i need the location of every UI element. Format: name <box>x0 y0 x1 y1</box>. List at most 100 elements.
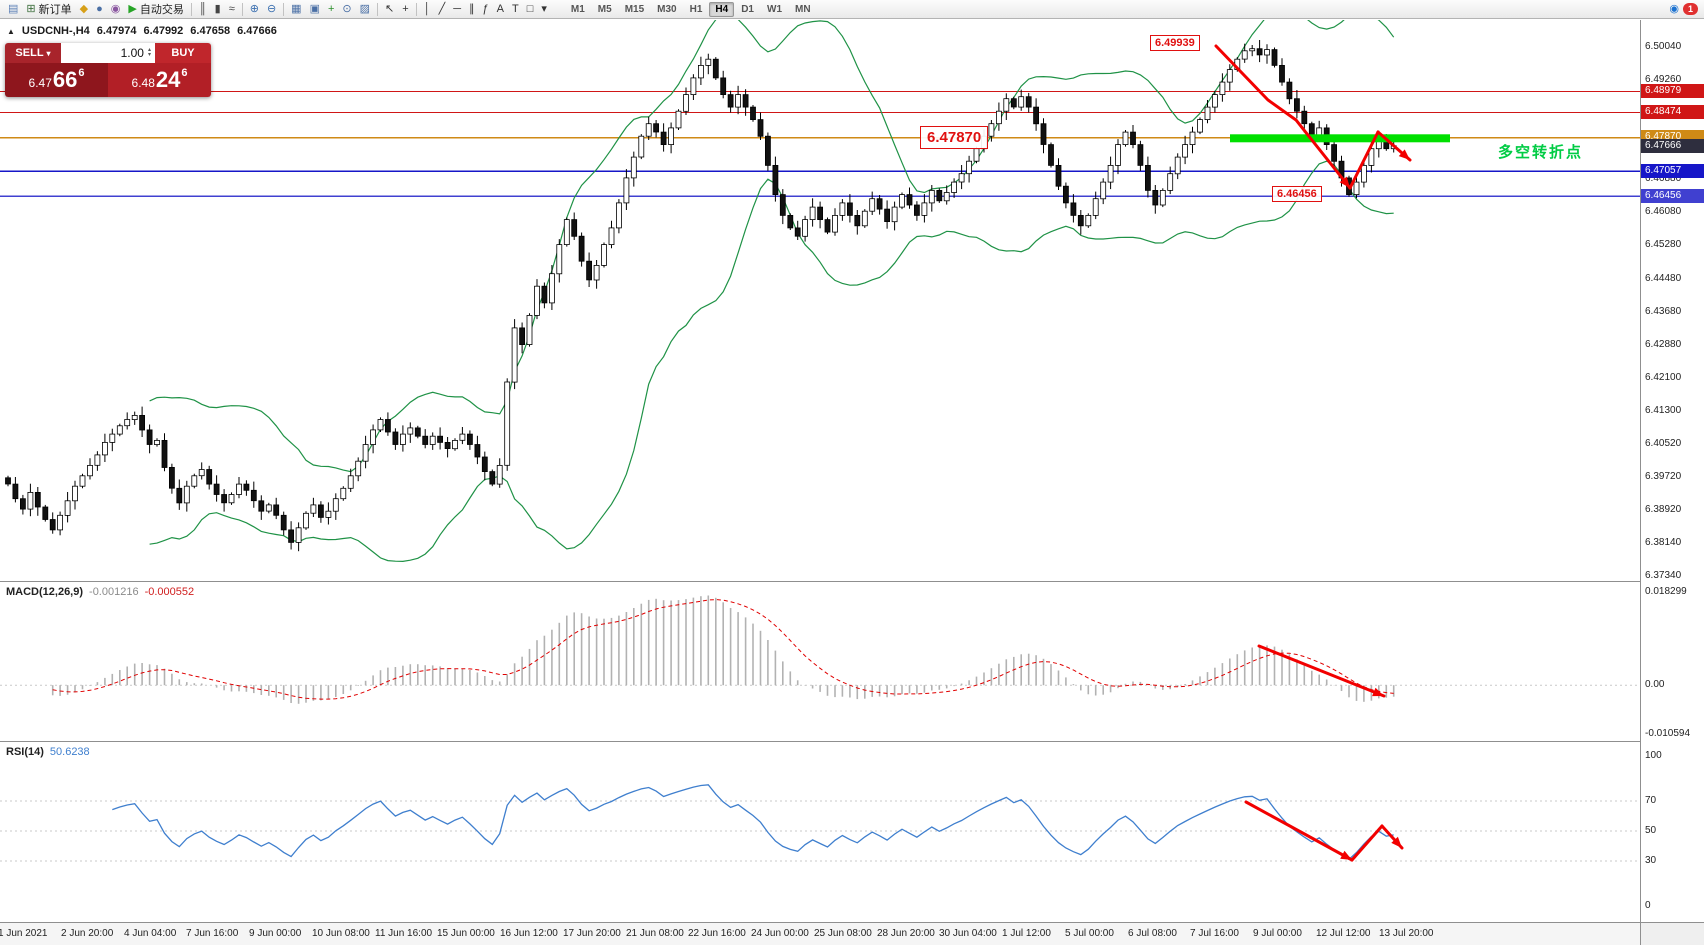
rsi-indicator-panel[interactable] <box>0 742 1640 922</box>
lot-stepper[interactable]: ▴ ▾ <box>147 47 151 58</box>
arrows-dropdown-icon[interactable]: ▾ <box>537 0 551 18</box>
time-axis[interactable]: 1 Jun 2021 2 Jun 20:00 4 Jun 04:00 7 Jun 16… <box>0 922 1640 945</box>
panel-separator[interactable] <box>0 581 1704 582</box>
trend-arrow[interactable] <box>1244 800 1354 862</box>
price-tick: 6.38920 <box>1645 504 1682 516</box>
main-price-chart[interactable] <box>0 20 1640 582</box>
price-tick: 6.50040 <box>1645 41 1682 53</box>
crosshair-icon[interactable]: + <box>398 0 412 18</box>
timeframe-d1[interactable]: D1 <box>741 3 754 15</box>
time-axis-label: 10 Jun 08:00 <box>312 928 370 939</box>
charts-icon[interactable]: ▤ <box>4 0 22 18</box>
time-axis-label: 11 Jun 16:00 <box>375 928 433 939</box>
trendline-icon[interactable]: ╱ <box>435 0 450 18</box>
trend-arrow[interactable] <box>1257 644 1386 698</box>
price-annotation-box[interactable]: 6.47870 <box>920 126 989 149</box>
label-icon[interactable]: T <box>508 0 523 18</box>
price-annotation-box[interactable]: 6.49939 <box>1150 35 1200 51</box>
candlestick-chart-icon[interactable]: ▮ <box>211 0 225 18</box>
panel-separator[interactable] <box>0 741 1704 742</box>
macd-indicator-panel[interactable] <box>0 582 1640 742</box>
trendline-icon: ╱ <box>438 3 446 15</box>
chevron-down-icon: ▾ <box>46 48 51 58</box>
periods-icon[interactable]: ⊙ <box>338 0 355 18</box>
toolbar-separator <box>283 2 285 16</box>
market-watch-icon[interactable]: ● <box>92 0 107 18</box>
timeframe-m15[interactable]: M15 <box>624 3 645 15</box>
time-axis-label: 7 Jul 16:00 <box>1190 928 1239 939</box>
toolbar-separator <box>377 2 379 16</box>
price-tick: 6.43680 <box>1645 306 1682 318</box>
price-tick: 6.49260 <box>1645 73 1682 85</box>
cursor-icon: ↖ <box>385 3 395 15</box>
turning-point-note[interactable]: 多空转折点 <box>1498 144 1584 161</box>
buy-button[interactable]: BUY <box>155 43 211 63</box>
green-highlight-zone[interactable] <box>1230 134 1450 143</box>
metaeditor-icon[interactable]: ◆ <box>76 0 92 18</box>
toolbar-right-group: ◉ 1 <box>1669 1 1700 17</box>
shapes-icon[interactable]: □ <box>523 0 538 18</box>
timeframe-group: M1 M5 M15 M30 H1 H4 D1 W1 MN <box>565 1 817 17</box>
crosshair-icon: + <box>402 3 409 15</box>
one-click-toggle[interactable]: ▲ <box>7 26 15 36</box>
timeframe-mn[interactable]: MN <box>795 3 811 15</box>
lot-size-input[interactable]: 1.00 ▴ ▾ <box>61 43 155 63</box>
time-axis-label: 1 Jun 2021 <box>0 928 48 939</box>
rsi-axis-label: 50 <box>1645 825 1657 836</box>
lot-size-value: 1.00 <box>120 46 144 60</box>
price-axis[interactable]: 6.500406.492606.484606.476606.468806.460… <box>1640 20 1704 922</box>
bar-chart-icon[interactable]: ║ <box>195 0 211 18</box>
price-tick: 6.39720 <box>1645 471 1682 482</box>
trend-arrow[interactable] <box>1214 44 1352 190</box>
timeframe-m5[interactable]: M5 <box>597 3 612 15</box>
tile-windows-icon[interactable]: ▦ <box>287 0 305 18</box>
timeframe-m30[interactable]: M30 <box>657 3 677 15</box>
macd-value-2: -0.000552 <box>144 586 195 598</box>
autotrading-button[interactable]: ▶ 自动交易 <box>124 0 187 18</box>
time-axis-label: 21 Jun 08:00 <box>626 928 684 939</box>
horizontal-line-icon[interactable]: ─ <box>449 0 465 18</box>
autotrading-button-label: 自动交易 <box>139 4 184 16</box>
time-axis-label: 24 Jun 00:00 <box>751 928 809 939</box>
sell-button[interactable]: SELL ▾ <box>5 43 61 63</box>
zoom-in-icon[interactable]: ⊕ <box>246 0 263 18</box>
sell-price[interactable]: 6.47 66 6 <box>5 63 108 97</box>
channel-icon[interactable]: ∥ <box>465 0 479 18</box>
arrow-head <box>1372 687 1384 697</box>
sell-price-sup: 6 <box>78 67 85 79</box>
sell-button-label: SELL <box>15 47 44 59</box>
time-axis-label: 12 Jul 12:00 <box>1316 928 1371 939</box>
chart-symbol-period: USDCNH-,H4 <box>21 25 90 37</box>
zoom-out-icon[interactable]: ⊖ <box>263 0 280 18</box>
timeframe-h1[interactable]: H1 <box>689 3 703 15</box>
price-tag: 6.48979 <box>1641 84 1704 99</box>
auto-arrange-icon[interactable]: ▣ <box>306 0 324 18</box>
tile-windows-icon: ▦ <box>291 3 302 15</box>
new-order-button[interactable]: ⊞ 新订单 <box>22 0 75 18</box>
price-annotation-box[interactable]: 6.46456 <box>1272 186 1322 202</box>
templates-icon[interactable]: ▨ <box>356 0 374 18</box>
fibonacci-icon[interactable]: ƒ <box>479 0 493 18</box>
text-icon[interactable]: A <box>493 0 508 18</box>
notification-badge[interactable]: 1 <box>1682 3 1698 15</box>
navigator-icon[interactable]: ◉ <box>107 0 125 18</box>
new-order-button-label: 新订单 <box>38 4 72 16</box>
trend-arrow[interactable] <box>1350 824 1384 862</box>
buy-price-base: 6.48 <box>131 76 155 90</box>
cursor-icon[interactable]: ↖ <box>381 0 398 18</box>
vertical-line-icon[interactable]: │ <box>420 0 435 18</box>
buy-price[interactable]: 6.48 24 6 <box>108 63 211 97</box>
price-tag: 6.47666 <box>1641 138 1704 153</box>
line-chart-icon: ≈ <box>228 3 235 15</box>
vertical-line-icon: │ <box>423 3 431 15</box>
line-chart-icon[interactable]: ≈ <box>225 0 239 18</box>
timeframe-m1[interactable]: M1 <box>570 3 585 15</box>
timeframe-h4[interactable]: H4 <box>709 1 735 17</box>
timeframe-w1[interactable]: W1 <box>767 3 782 15</box>
community-icon[interactable]: ◉ <box>1669 3 1679 15</box>
arrows-dropdown-icon: ▾ <box>541 3 547 15</box>
indicators-icon[interactable]: + <box>324 0 338 18</box>
price-tick: 6.38140 <box>1645 536 1682 548</box>
trend-arrow[interactable] <box>1348 130 1380 190</box>
time-axis-label: 30 Jun 04:00 <box>939 928 997 939</box>
